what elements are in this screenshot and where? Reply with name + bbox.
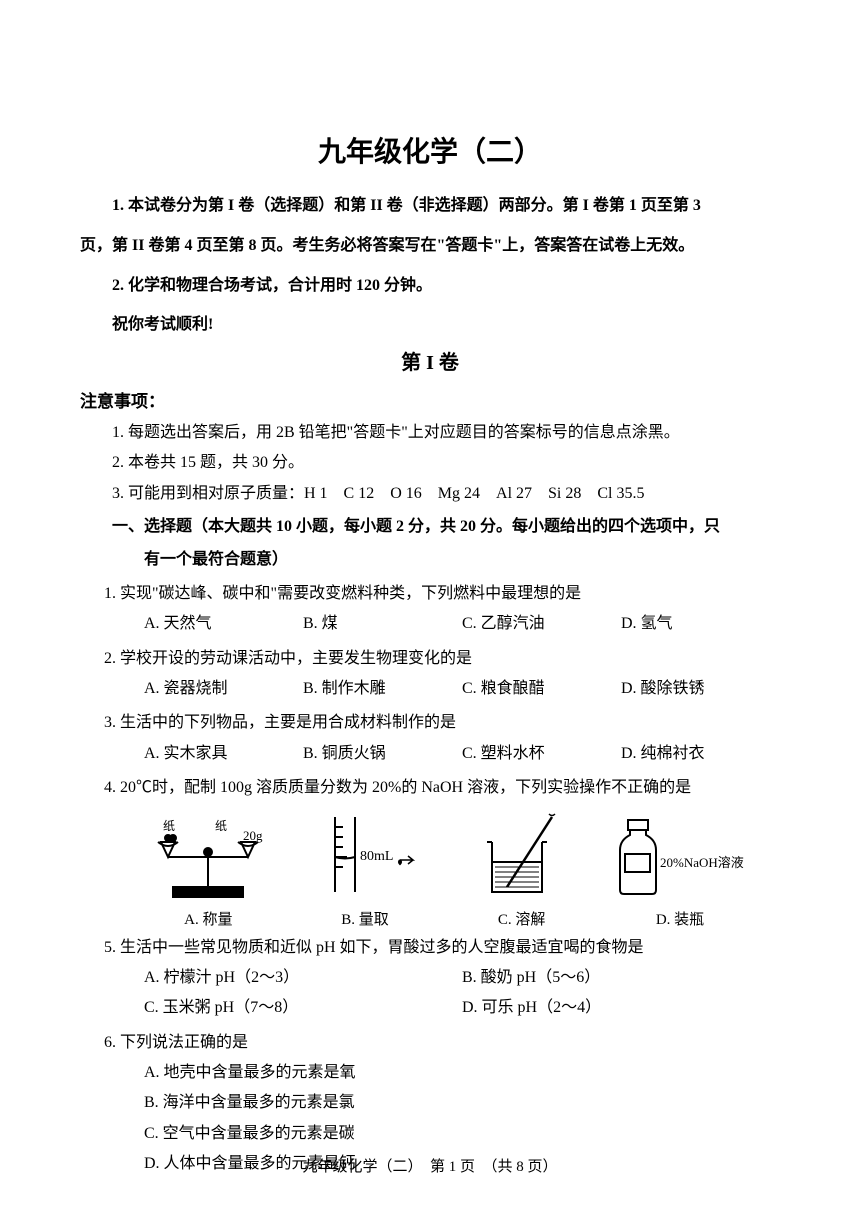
q2-option-a: A. 瓷器烧制 — [144, 674, 303, 704]
section-title: 第 I 卷 — [80, 346, 780, 375]
svg-text:80mL: 80mL — [360, 849, 393, 864]
question-2: 2. 学校开设的劳动课活动中，主要发生物理变化的是 — [80, 644, 780, 674]
q2-option-d: D. 酸除铁锈 — [621, 674, 780, 704]
q1-option-d: D. 氢气 — [621, 609, 780, 639]
page-title: 九年级化学（二） — [80, 130, 780, 170]
figure-d: 20%NaOH溶液 D. 装瓶 — [600, 812, 760, 929]
q5-option-a: A. 柠檬汁 pH（2～3） — [144, 963, 462, 993]
intro-line1: 1. 本试卷分为第 I 卷（选择题）和第 II 卷（非选择题）两部分。第 I 卷… — [80, 190, 780, 222]
q3-option-c: C. 塑料水杯 — [462, 739, 621, 769]
question-6: 6. 下列说法正确的是 — [80, 1028, 780, 1058]
notice-title: 注意事项： — [80, 387, 780, 412]
svg-text:纸: 纸 — [163, 819, 175, 833]
figure-a-label: A. 称量 — [130, 908, 287, 929]
q5-option-b: B. 酸奶 pH（5～6） — [462, 963, 780, 993]
question-1: 1. 实现"碳达峰、碳中和"需要改变燃料种类，下列燃料中最理想的是 — [80, 579, 780, 609]
q3-option-d: D. 纯棉衬衣 — [621, 739, 780, 769]
q2-option-b: B. 制作木雕 — [303, 674, 462, 704]
beaker-icon — [467, 812, 577, 902]
question-3-options: A. 实木家具 B. 铜质火锅 C. 塑料水杯 D. 纯棉衬衣 — [80, 739, 780, 769]
q2-option-c: C. 粮食酿醋 — [462, 674, 621, 704]
question-1-options: A. 天然气 B. 煤 C. 乙醇汽油 D. 氢气 — [80, 609, 780, 639]
question-4-figures: 纸 纸 20g A. 称量 80mL — [80, 804, 780, 929]
q6-option-a: A. 地壳中含量最多的元素是氧 — [80, 1058, 780, 1088]
q3-option-b: B. 铜质火锅 — [303, 739, 462, 769]
heading-line2: 有一个最符合题意） — [80, 546, 780, 575]
q3-option-a: A. 实木家具 — [144, 739, 303, 769]
q6-option-c: C. 空气中含量最多的元素是碳 — [80, 1119, 780, 1149]
figure-c: C. 溶解 — [443, 812, 600, 929]
q5-option-c: C. 玉米粥 pH（7～8） — [144, 993, 462, 1023]
q6-option-b: B. 海洋中含量最多的元素是氯 — [80, 1088, 780, 1118]
svg-text:纸: 纸 — [215, 819, 227, 833]
q1-option-a: A. 天然气 — [144, 609, 303, 639]
notice-item-3: 3. 可能用到相对原子质量：H 1 C 12 O 16 Mg 24 Al 27 … — [80, 479, 780, 509]
graduated-cylinder-icon: 80mL — [305, 812, 425, 902]
notice-item-2: 2. 本卷共 15 题，共 30 分。 — [80, 448, 780, 478]
svg-text:20%NaOH溶液: 20%NaOH溶液 — [660, 855, 744, 870]
balance-scale-icon: 纸 纸 20g — [143, 812, 273, 902]
q1-option-b: B. 煤 — [303, 609, 462, 639]
question-3: 3. 生活中的下列物品，主要是用合成材料制作的是 — [80, 708, 780, 738]
question-5: 5. 生活中一些常见物质和近似 pH 如下，胃酸过多的人空腹最适宜喝的食物是 — [80, 933, 780, 963]
heading-line1: 一、选择题（本大题共 10 小题，每小题 2 分，共 20 分。每小题给出的四个… — [80, 513, 780, 542]
figure-b: 80mL B. 量取 — [287, 812, 444, 929]
figure-a: 纸 纸 20g A. 称量 — [130, 812, 287, 929]
notice-item-1: 1. 每题选出答案后，用 2B 铅笔把"答题卡"上对应题目的答案标号的信息点涂黑… — [80, 418, 780, 448]
intro-line2: 页，第 II 卷第 4 页至第 8 页。考生务必将答案写在"答题卡"上，答案答在… — [80, 230, 780, 262]
svg-text:20g: 20g — [243, 828, 263, 843]
bottle-icon: 20%NaOH溶液 — [600, 812, 760, 902]
figure-c-label: C. 溶解 — [443, 908, 600, 929]
question-2-options: A. 瓷器烧制 B. 制作木雕 C. 粮食酿醋 D. 酸除铁锈 — [80, 674, 780, 704]
page-footer: 九年级化学（二） 第 1 页 （共 8 页） — [0, 1155, 860, 1176]
q5-option-d: D. 可乐 pH（2～4） — [462, 993, 780, 1023]
question-4: 4. 20℃时，配制 100g 溶质质量分数为 20%的 NaOH 溶液，下列实… — [80, 773, 780, 803]
intro-line3: 2. 化学和物理合场考试，合计用时 120 分钟。 — [80, 270, 780, 302]
figure-b-label: B. 量取 — [287, 908, 444, 929]
wish-text: 祝你考试顺利! — [80, 310, 780, 334]
figure-d-label: D. 装瓶 — [600, 908, 760, 929]
q1-option-c: C. 乙醇汽油 — [462, 609, 621, 639]
question-5-row2: C. 玉米粥 pH（7～8） D. 可乐 pH（2～4） — [80, 993, 780, 1023]
question-5-row1: A. 柠檬汁 pH（2～3） B. 酸奶 pH（5～6） — [80, 963, 780, 993]
